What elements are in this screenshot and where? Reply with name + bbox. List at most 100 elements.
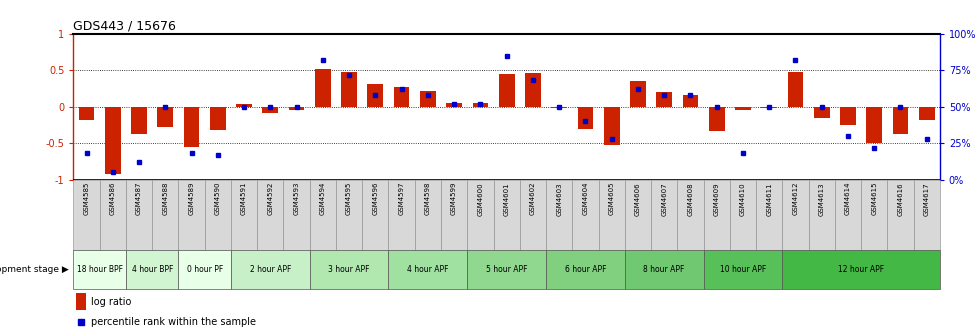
Bar <box>209 107 226 130</box>
FancyBboxPatch shape <box>729 180 755 250</box>
Text: GSM4594: GSM4594 <box>320 182 326 215</box>
Bar <box>524 73 540 107</box>
FancyBboxPatch shape <box>703 250 781 289</box>
Text: 8 hour APF: 8 hour APF <box>643 265 685 274</box>
Text: GSM4596: GSM4596 <box>372 182 378 215</box>
Text: 6 hour APF: 6 hour APF <box>564 265 605 274</box>
FancyBboxPatch shape <box>572 180 598 250</box>
Text: 10 hour APF: 10 hour APF <box>719 265 765 274</box>
FancyBboxPatch shape <box>73 250 126 289</box>
Text: GSM4598: GSM4598 <box>424 182 430 215</box>
Text: 3 hour APF: 3 hour APF <box>328 265 370 274</box>
Bar <box>420 91 435 107</box>
FancyBboxPatch shape <box>388 250 467 289</box>
Bar <box>105 107 120 174</box>
FancyBboxPatch shape <box>309 250 388 289</box>
Bar <box>839 107 855 125</box>
Bar <box>472 103 488 107</box>
Text: GSM4600: GSM4600 <box>477 182 483 215</box>
FancyBboxPatch shape <box>781 250 939 289</box>
Text: GSM4613: GSM4613 <box>818 182 823 215</box>
FancyBboxPatch shape <box>912 180 939 250</box>
Text: log ratio: log ratio <box>91 297 131 307</box>
Bar <box>655 92 671 107</box>
FancyBboxPatch shape <box>467 250 546 289</box>
Text: 2 hour APF: 2 hour APF <box>249 265 290 274</box>
FancyBboxPatch shape <box>231 180 257 250</box>
FancyBboxPatch shape <box>519 180 546 250</box>
Text: GSM4588: GSM4588 <box>162 182 168 215</box>
Text: GSM4610: GSM4610 <box>739 182 745 215</box>
Text: 18 hour BPF: 18 hour BPF <box>76 265 122 274</box>
Text: GSM4585: GSM4585 <box>83 182 89 215</box>
FancyBboxPatch shape <box>362 180 388 250</box>
Text: GSM4608: GSM4608 <box>687 182 692 215</box>
FancyBboxPatch shape <box>598 180 624 250</box>
Bar <box>341 72 357 107</box>
Bar <box>734 107 750 110</box>
Text: GSM4612: GSM4612 <box>791 182 798 215</box>
Text: GSM4602: GSM4602 <box>529 182 535 215</box>
Text: 4 hour BPF: 4 hour BPF <box>131 265 173 274</box>
Text: GSM4593: GSM4593 <box>293 182 299 215</box>
Bar <box>761 107 777 108</box>
Bar <box>393 87 409 107</box>
FancyBboxPatch shape <box>755 180 781 250</box>
FancyBboxPatch shape <box>126 250 178 289</box>
Text: GSM4589: GSM4589 <box>189 182 195 215</box>
FancyBboxPatch shape <box>178 180 204 250</box>
Bar <box>184 107 200 147</box>
FancyBboxPatch shape <box>388 180 415 250</box>
Bar <box>630 81 645 107</box>
FancyBboxPatch shape <box>440 180 467 250</box>
Text: GSM4587: GSM4587 <box>136 182 142 215</box>
FancyBboxPatch shape <box>309 180 335 250</box>
Bar <box>682 95 697 107</box>
Text: GDS443 / 15676: GDS443 / 15676 <box>73 19 176 33</box>
Text: GSM4590: GSM4590 <box>214 182 221 215</box>
Bar <box>76 293 86 310</box>
FancyBboxPatch shape <box>834 180 861 250</box>
Text: GSM4591: GSM4591 <box>241 182 246 215</box>
Bar <box>603 107 619 145</box>
Bar <box>131 107 147 134</box>
Bar <box>157 107 173 127</box>
FancyBboxPatch shape <box>624 250 703 289</box>
Text: 4 hour APF: 4 hour APF <box>407 265 448 274</box>
FancyBboxPatch shape <box>231 250 309 289</box>
Text: 5 hour APF: 5 hour APF <box>485 265 527 274</box>
FancyBboxPatch shape <box>677 180 703 250</box>
Text: development stage ▶: development stage ▶ <box>0 265 68 274</box>
Bar <box>367 84 382 107</box>
FancyBboxPatch shape <box>703 180 729 250</box>
Text: GSM4607: GSM4607 <box>660 182 666 215</box>
FancyBboxPatch shape <box>178 250 231 289</box>
FancyBboxPatch shape <box>467 180 493 250</box>
FancyBboxPatch shape <box>624 180 650 250</box>
FancyBboxPatch shape <box>546 180 572 250</box>
FancyBboxPatch shape <box>284 180 309 250</box>
FancyBboxPatch shape <box>808 180 834 250</box>
FancyBboxPatch shape <box>204 180 231 250</box>
FancyBboxPatch shape <box>493 180 519 250</box>
Text: percentile rank within the sample: percentile rank within the sample <box>91 317 256 327</box>
Text: GSM4601: GSM4601 <box>503 182 510 215</box>
Text: GSM4597: GSM4597 <box>398 182 404 215</box>
Bar <box>446 103 462 107</box>
Text: 0 hour PF: 0 hour PF <box>187 265 223 274</box>
FancyBboxPatch shape <box>73 180 100 250</box>
Text: GSM4609: GSM4609 <box>713 182 719 215</box>
Text: GSM4606: GSM4606 <box>635 182 641 215</box>
Text: GSM4616: GSM4616 <box>897 182 903 215</box>
Bar <box>918 107 934 120</box>
Bar <box>866 107 881 143</box>
Text: GSM4586: GSM4586 <box>110 182 115 215</box>
Text: GSM4603: GSM4603 <box>556 182 561 215</box>
Bar <box>813 107 828 118</box>
Bar <box>577 107 593 129</box>
FancyBboxPatch shape <box>781 180 808 250</box>
Bar <box>289 107 304 110</box>
Text: GSM4595: GSM4595 <box>346 182 352 215</box>
FancyBboxPatch shape <box>335 180 362 250</box>
Text: GSM4611: GSM4611 <box>766 182 772 215</box>
